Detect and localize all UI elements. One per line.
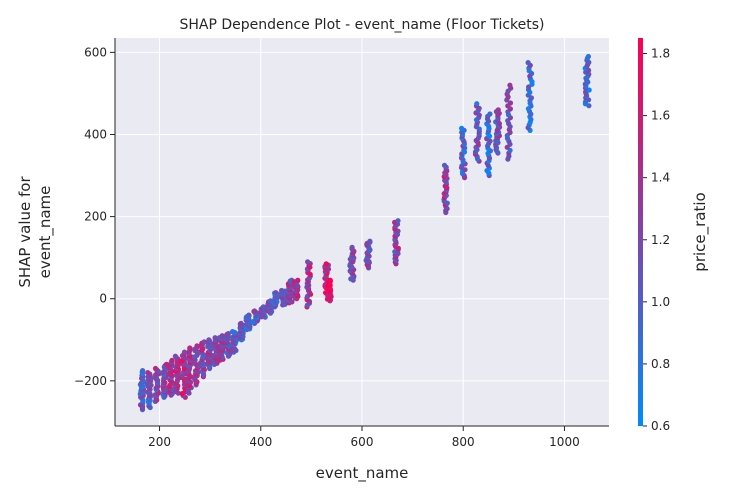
- scatter-points: [137, 53, 592, 413]
- colorbar-tick-label: 1.6: [651, 109, 670, 123]
- colorbar-tick-label: 1.2: [651, 233, 670, 247]
- scatter-point: [246, 312, 252, 318]
- x-tick-label: 200: [148, 435, 171, 449]
- y-axis-title-line-2: event_name: [36, 186, 55, 279]
- scatter-point: [367, 238, 373, 244]
- scatter-point: [251, 308, 258, 314]
- colorbar-ticks: 0.6 0.8 1.0 1.2 1.4 1.6 1.8: [643, 47, 670, 433]
- scatter-point: [238, 320, 244, 326]
- scatter-point: [279, 287, 285, 294]
- colorbar: [638, 38, 643, 426]
- scatter-point: [140, 368, 146, 374]
- colorbar-tick-label: 0.8: [651, 357, 670, 371]
- y-tick-label: 200: [84, 210, 107, 224]
- scatter-point: [295, 277, 301, 283]
- colorbar-tick-label: 1.8: [651, 47, 670, 61]
- colorbar-tick-label: 1.0: [651, 295, 670, 309]
- scatter-point: [152, 365, 159, 372]
- scatter-point: [507, 100, 514, 106]
- scatter-point: [187, 345, 193, 351]
- x-tick-label: 400: [249, 435, 272, 449]
- x-tick-label: 600: [351, 435, 374, 449]
- scatter-point: [260, 304, 266, 310]
- scatter-point: [585, 53, 592, 60]
- scatter-point: [181, 349, 188, 355]
- y-ticks: −200 0 200 400 600: [74, 45, 115, 388]
- scatter-point: [145, 370, 151, 376]
- scatter-point: [229, 329, 236, 335]
- x-tick-label: 1000: [549, 435, 580, 449]
- scatter-point: [219, 333, 225, 339]
- scatter-point: [327, 277, 333, 283]
- y-tick-label: 400: [84, 127, 107, 141]
- scatter-point: [225, 331, 231, 337]
- scatter-point: [349, 244, 355, 250]
- scatter-point: [395, 218, 401, 224]
- scatter-point: [507, 82, 513, 88]
- x-ticks: 200 400 600 800 1000: [148, 426, 580, 449]
- scatter-point: [474, 101, 480, 107]
- scatter-point: [212, 335, 218, 341]
- y-tick-label: −200: [74, 374, 107, 388]
- grid-lines: [115, 38, 609, 426]
- colorbar-tick-label: 0.6: [651, 419, 670, 433]
- chart-title: SHAP Dependence Plot - event_name (Floor…: [179, 17, 544, 33]
- scatter-point: [273, 290, 279, 296]
- scatter-point: [169, 357, 175, 363]
- colorbar-label: price_ratio: [691, 192, 710, 271]
- scatter-point: [194, 343, 200, 349]
- x-axis-title: event_name: [316, 464, 409, 483]
- scatter-point: [487, 111, 493, 117]
- scatter-point: [206, 337, 212, 343]
- y-tick-label: 600: [84, 45, 107, 59]
- y-tick-label: 0: [99, 292, 107, 306]
- scatter-point: [525, 60, 531, 66]
- colorbar-tick-label: 1.4: [651, 171, 670, 185]
- scatter-point: [441, 162, 448, 168]
- scatter-point: [201, 339, 207, 345]
- x-tick-label: 800: [452, 435, 475, 449]
- scatter-point: [323, 261, 329, 267]
- scatter-point: [459, 125, 465, 131]
- scatter-point: [172, 353, 178, 359]
- scatter-point: [305, 259, 311, 265]
- y-axis-title-line-1: SHAP value for: [16, 176, 34, 288]
- scatter-point: [495, 107, 501, 113]
